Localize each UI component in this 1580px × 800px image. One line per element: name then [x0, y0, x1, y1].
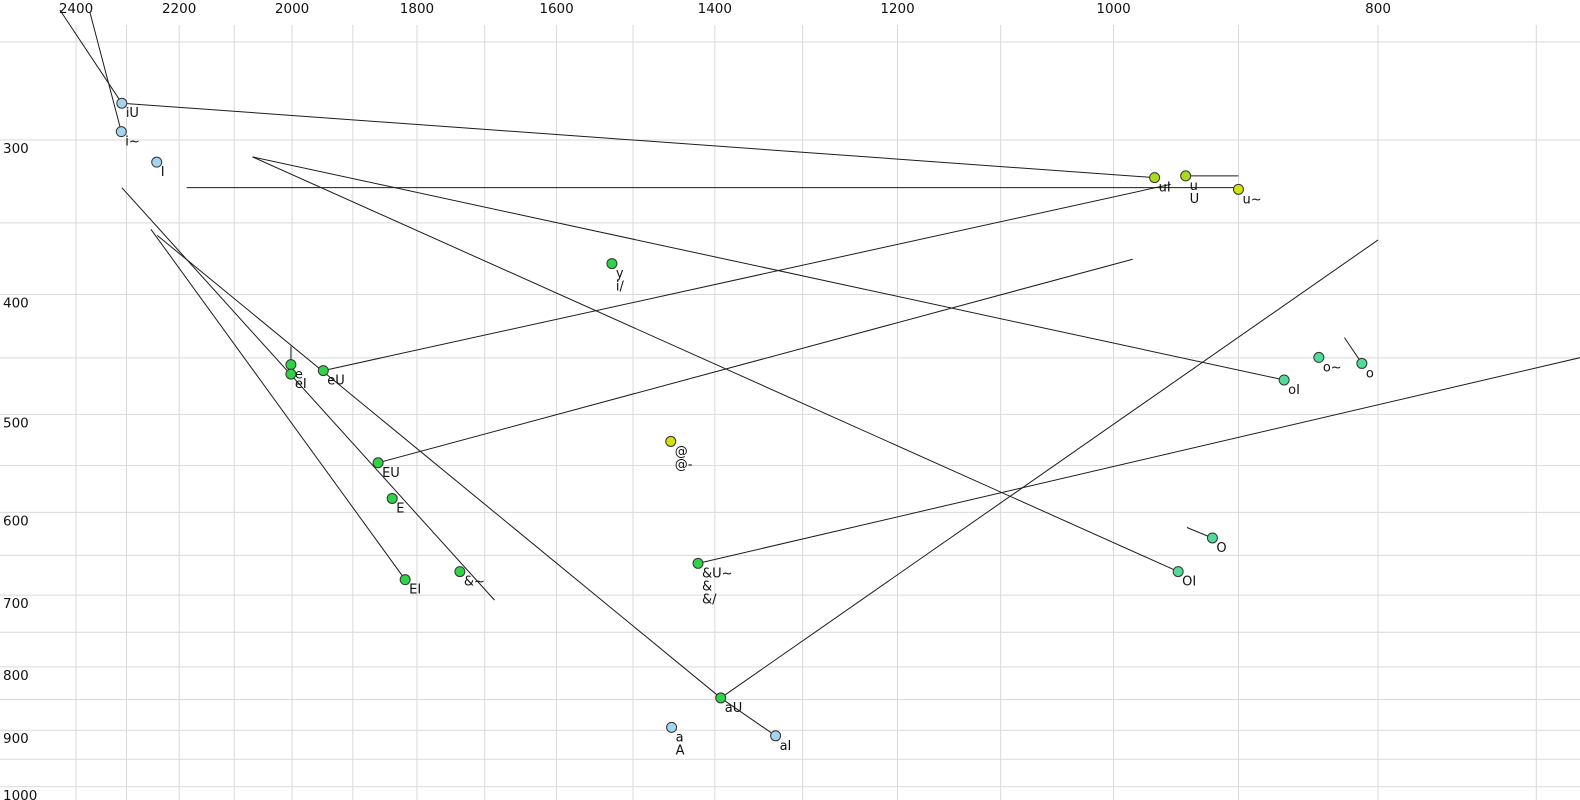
- x-tick-2000: 2000: [275, 1, 309, 17]
- vowel-label-u~: u~: [1242, 192, 1261, 207]
- trajectory-into-i~: [89, 12, 122, 132]
- vowel-point-&~[interactable]: [454, 566, 466, 578]
- vowel-point-aU[interactable]: [715, 692, 727, 704]
- vowel-point-I[interactable]: [151, 156, 163, 168]
- vowel-label-uI: uI: [1159, 181, 1171, 196]
- vowel-point-y[interactable]: [606, 258, 618, 270]
- vowel-label-EU: EU: [382, 466, 400, 481]
- vowel-label-aI: aI: [780, 739, 792, 754]
- y-axis-ticks: 300 400 500 600 700 800 900 1000: [3, 141, 37, 800]
- x-tick-2200: 2200: [162, 1, 196, 17]
- vowel-label-oI: oI: [1288, 383, 1300, 398]
- vowel-point-O[interactable]: [1206, 532, 1218, 544]
- x-tick-2400: 2400: [59, 1, 93, 17]
- x-axis-ticks: 2400 2200 2000 1800 1600 1400 1200 1000 800: [59, 1, 1391, 17]
- vowel-label-EI: EI: [409, 583, 421, 598]
- trajectory-to-aU: [156, 235, 722, 699]
- vowel-point-iU[interactable]: [116, 97, 128, 109]
- vowel-point-@[interactable]: [665, 435, 677, 447]
- vowel-point-EU[interactable]: [372, 457, 384, 469]
- trajectory-aU-to-aI: [720, 697, 776, 737]
- trajectory-aeU~-up-right: [697, 357, 1580, 564]
- trajectory-lines: [59, 9, 1580, 737]
- vowel-label-eI: eI: [295, 377, 307, 392]
- y-tick-300: 300: [3, 141, 29, 157]
- vowel-label-o: o: [1366, 366, 1374, 381]
- vowel-point-aI[interactable]: [770, 730, 782, 742]
- vowel-points: iU i~ Iy i/eeI eU EU E EI &~ @ @- &U~ & &/ aU a A aI uI u U u…: [115, 97, 1374, 758]
- vowel-point-i~[interactable]: [115, 126, 127, 138]
- vowel-point-OI[interactable]: [1172, 566, 1184, 578]
- x-tick-1200: 1200: [880, 1, 914, 17]
- vowel-label-&~: &~: [464, 575, 485, 590]
- y-tick-600: 600: [3, 513, 29, 529]
- x-tick-1400: 1400: [698, 1, 732, 17]
- gridlines: [0, 25, 1580, 800]
- vowel-point-u[interactable]: [1180, 170, 1192, 182]
- x-tick-800: 800: [1365, 1, 1391, 17]
- trajectory-iU-to-uI: [121, 102, 1155, 179]
- vowel-label-y: y i/: [616, 267, 625, 295]
- vowel-label-I: I: [161, 165, 165, 180]
- x-tick-1800: 1800: [400, 1, 434, 17]
- vowel-point-a[interactable]: [666, 721, 678, 733]
- trajectory-to-OI: [252, 156, 1179, 573]
- trajectory-to-oI: [252, 156, 1285, 381]
- x-tick-1000: 1000: [1096, 1, 1130, 17]
- vowel-label-@: @ @-: [675, 444, 693, 472]
- vowel-point-EI[interactable]: [399, 574, 411, 586]
- vowel-point-E[interactable]: [386, 492, 398, 504]
- vowel-label-E: E: [396, 501, 404, 516]
- y-tick-1000: 1000: [3, 788, 37, 800]
- x-tick-1600: 1600: [539, 1, 573, 17]
- trajectory-into-iU: [59, 9, 123, 104]
- trajectory-eU-up-right: [323, 183, 1171, 372]
- vowel-label-iU: iU: [126, 106, 139, 121]
- vowel-point-oI[interactable]: [1278, 374, 1290, 386]
- vowel-label-&U~: &U~ & &/: [702, 566, 733, 607]
- vowel-label-eU: eU: [327, 374, 345, 389]
- y-tick-800: 800: [3, 668, 29, 684]
- y-tick-900: 900: [3, 731, 29, 747]
- trajectory-aU-up-right: [720, 239, 1379, 699]
- vowel-label-i~: i~: [125, 135, 140, 150]
- vowel-point-eI[interactable]: [285, 368, 297, 380]
- y-tick-700: 700: [3, 596, 29, 612]
- vowel-point-&U~[interactable]: [692, 557, 704, 569]
- trajectory-through-ae~: [121, 187, 495, 601]
- y-tick-400: 400: [3, 296, 29, 312]
- vowel-point-o[interactable]: [1356, 357, 1368, 369]
- vowel-point-eU[interactable]: [317, 365, 329, 377]
- vowel-point-o~[interactable]: [1313, 351, 1325, 363]
- trajectory-EU-up-right: [377, 258, 1133, 464]
- vowel-point-uI[interactable]: [1149, 172, 1161, 184]
- vowel-label-OI: OI: [1182, 575, 1196, 590]
- trajectory-to-EI: [150, 228, 406, 580]
- vowel-label-aU: aU: [725, 701, 742, 716]
- y-tick-500: 500: [3, 415, 29, 431]
- vowel-point-u~[interactable]: [1232, 183, 1244, 195]
- vowel-label-O: O: [1216, 541, 1226, 556]
- vowel-label-o~: o~: [1323, 360, 1342, 375]
- vowel-label-e: e: [295, 368, 303, 383]
